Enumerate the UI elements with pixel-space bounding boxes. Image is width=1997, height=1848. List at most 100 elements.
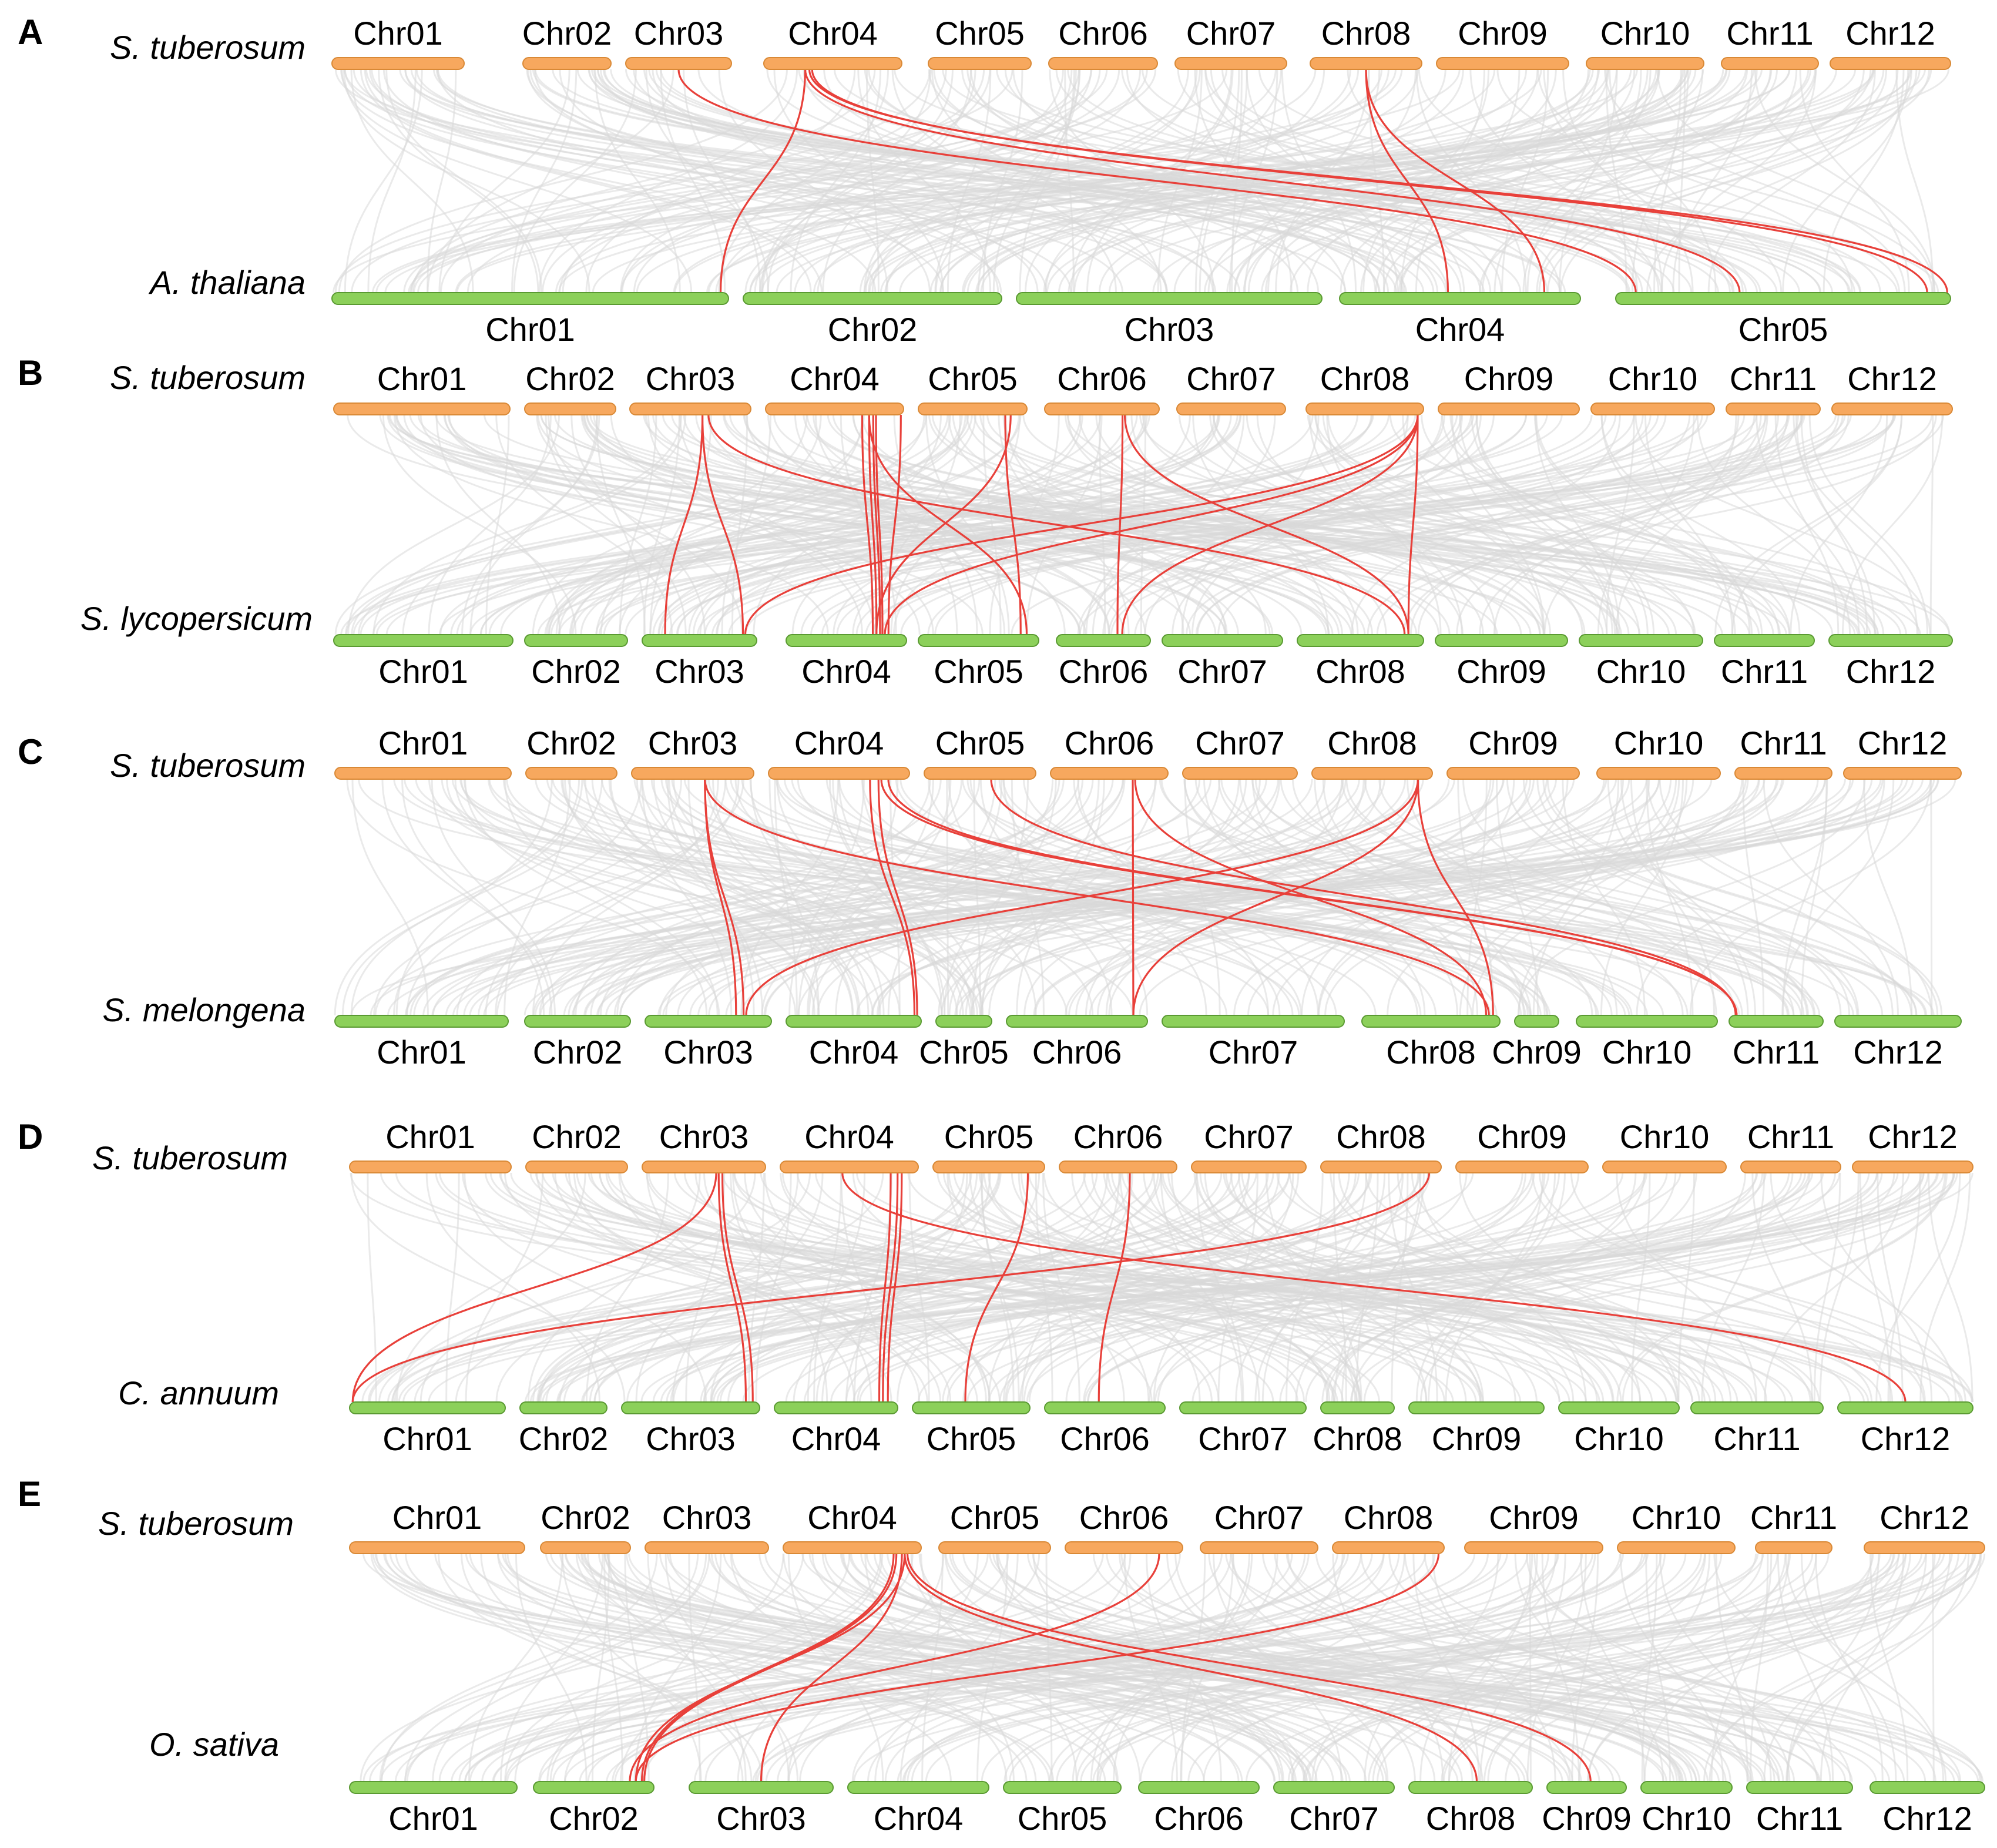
bottom-chromosome-bar <box>786 1015 922 1028</box>
panel-b: Chr01 Chr02 Chr03 Chr04 Chr05 Chr06 Chr07 Chr08… <box>18 353 1953 690</box>
background-link <box>1035 1172 1053 1403</box>
syntenic-gene-pair-link <box>884 414 1419 635</box>
top-chromosome-label: Chr10 <box>1632 1499 1721 1536</box>
background-link <box>1504 1553 1907 1782</box>
bottom-chromosome-label: Chr12 <box>1853 1034 1943 1071</box>
background-link <box>821 1172 991 1403</box>
background-link <box>343 69 590 293</box>
background-link <box>1709 1553 1936 1782</box>
top-chromosome-bar <box>1191 1161 1307 1173</box>
top-chromosome-label: Chr10 <box>1608 360 1698 397</box>
background-link <box>1643 1553 1790 1782</box>
background-link <box>494 779 740 1016</box>
background-link <box>1418 69 1783 293</box>
background-link <box>585 69 856 293</box>
syntenic-gene-pair-link <box>704 779 745 1016</box>
background-link <box>334 69 1347 293</box>
top-chromosome-label: Chr06 <box>1058 15 1148 52</box>
background-link <box>375 414 1897 635</box>
top-chromosome-label: Chr02 <box>532 1118 622 1155</box>
background-link <box>1281 69 1357 293</box>
top-chromosome-label: Chr05 <box>944 1118 1034 1155</box>
background-link <box>1126 69 1502 293</box>
background-link <box>592 69 1857 293</box>
top-chromosome-bar <box>1305 403 1424 415</box>
background-link <box>1338 1172 1717 1403</box>
background-link <box>1194 779 1743 1016</box>
background-link <box>1412 1553 1480 1782</box>
top-chromosome-label: Chr07 <box>1186 360 1276 397</box>
background-link <box>665 779 1084 1016</box>
background-link <box>459 779 1551 1016</box>
panel-a: Chr01 Chr02 Chr03 Chr04 Chr05 Chr06 Chr07 Chr08… <box>18 12 1951 348</box>
top-chromosome-label: Chr07 <box>1214 1499 1304 1536</box>
top-chromosome-label: Chr07 <box>1186 15 1276 52</box>
background-link <box>1707 69 1876 293</box>
background-link <box>1823 69 1905 293</box>
background-link <box>710 1172 978 1403</box>
syntenic-gene-pair-link <box>1132 779 1419 1016</box>
bottom-chromosome-bar <box>331 292 729 305</box>
top-chromosome-bar <box>1586 57 1704 70</box>
background-link <box>425 1172 600 1403</box>
background-link <box>398 1172 1681 1403</box>
top-chromosome-label: Chr08 <box>1336 1118 1426 1155</box>
background-link <box>945 1553 1697 1782</box>
panel-c: Chr01 Chr02 Chr03 Chr04 Chr05 Chr06 Chr07 Chr08… <box>18 725 1962 1071</box>
background-link <box>1251 779 1918 1016</box>
bottom-chromosome-bar <box>1273 1781 1395 1794</box>
background-link <box>1275 69 1370 293</box>
bottom-chromosome-bar <box>1056 634 1151 647</box>
bottom-chromosome-label: Chr06 <box>1059 653 1149 690</box>
top-chromosome-label: Chr06 <box>1073 1118 1163 1155</box>
background-link <box>695 414 1239 635</box>
background-link <box>796 1172 1724 1403</box>
top-species-name: S. tuberosum <box>92 1139 288 1176</box>
background-link <box>1002 779 1207 1016</box>
bottom-chromosome-bar <box>1729 1015 1824 1028</box>
bottom-chromosome-label: Chr11 <box>1733 1034 1820 1071</box>
background-link <box>464 1172 707 1403</box>
background-link <box>592 1553 610 1782</box>
top-chromosome-label: Chr11 <box>1740 725 1827 762</box>
background-link <box>1644 414 1733 635</box>
top-chromosome-bar <box>1182 767 1298 780</box>
background-link <box>334 69 1013 293</box>
bottom-chromosome-bar <box>1016 292 1323 305</box>
bottom-chromosome-label: Chr10 <box>1596 653 1686 690</box>
background-link <box>1092 414 1276 635</box>
background-link <box>1194 69 1293 293</box>
background-link <box>455 69 1727 293</box>
bottom-chromosome-label: Chr07 <box>1198 1420 1288 1457</box>
bottom-chromosome-bar <box>1361 1015 1501 1028</box>
top-chromosome-bar <box>1831 403 1953 415</box>
syntenic-gene-pair-link <box>904 1553 1478 1782</box>
highlighted-links <box>704 779 1738 1016</box>
background-link <box>435 69 1397 293</box>
top-chromosome-bar <box>631 767 754 780</box>
top-chromosome-bar <box>1310 57 1422 70</box>
background-link <box>1276 1172 1973 1403</box>
bottom-chromosome-label: Chr11 <box>1721 653 1808 690</box>
bottom-chromosome-label: Chr10 <box>1642 1800 1731 1837</box>
background-link <box>1246 1553 1975 1782</box>
syntenic-gene-pair-link <box>719 69 807 293</box>
bottom-chromosome-bar <box>1579 634 1703 647</box>
background-link <box>679 414 875 635</box>
bottom-chromosome-bar <box>524 1015 631 1028</box>
background-link <box>536 1172 1001 1403</box>
syntenic-gene-pair-link <box>804 69 1741 293</box>
background-link <box>1221 69 1744 293</box>
bottom-chromosome-label: Chr07 <box>1177 653 1267 690</box>
top-chromosome-label: Chr01 <box>378 725 468 762</box>
background-link <box>515 1553 588 1782</box>
background-link <box>344 69 423 293</box>
top-chromosome-bar <box>349 1541 525 1554</box>
background-link <box>504 779 571 1016</box>
top-chromosome-label: Chr03 <box>648 725 738 762</box>
background-link <box>548 414 1102 635</box>
background-link <box>601 779 1491 1016</box>
bottom-chromosome-label: Chr09 <box>1456 653 1546 690</box>
top-chromosome-label: Chr05 <box>935 15 1025 52</box>
background-link <box>562 69 947 293</box>
